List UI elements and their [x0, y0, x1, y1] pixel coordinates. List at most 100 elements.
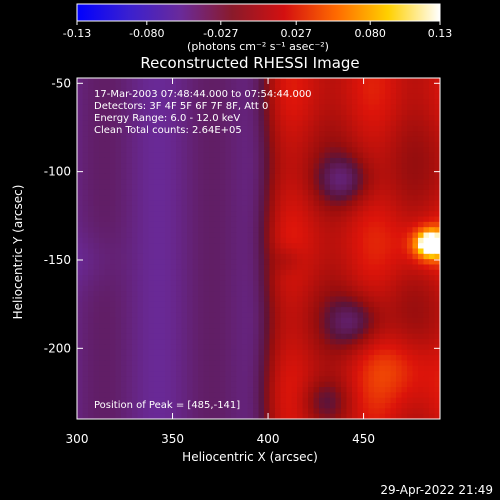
heatmap-cell [209, 216, 216, 223]
heatmap-cell [434, 141, 440, 148]
heatmap-cell [187, 211, 194, 218]
heatmap-cell [291, 152, 298, 159]
heatmap-cell [132, 78, 139, 84]
heatmap-cell [341, 200, 348, 207]
heatmap-cell [357, 339, 364, 346]
heatmap-cell [198, 200, 205, 207]
heatmap-cell [231, 387, 238, 393]
heatmap-cell [280, 99, 287, 106]
heatmap-cell [330, 248, 337, 255]
heatmap-cell [407, 221, 414, 228]
heatmap-cell [143, 141, 150, 148]
heatmap-cell [363, 189, 370, 196]
heatmap-cell [143, 131, 150, 138]
heatmap-cell [165, 365, 172, 372]
heatmap-cell [225, 237, 232, 244]
heatmap-cell [132, 296, 139, 303]
heatmap-cell [357, 163, 364, 170]
heatmap-cell [418, 280, 425, 287]
heatmap-cell [176, 104, 183, 111]
heatmap-cell [374, 152, 381, 159]
heatmap-cell [291, 168, 298, 175]
heatmap-cell [429, 136, 436, 143]
heatmap-cell [335, 285, 342, 292]
heatmap-cell [280, 355, 287, 361]
heatmap-cell [115, 173, 122, 180]
heatmap-cell [418, 141, 425, 148]
heatmap-cell [264, 141, 271, 148]
heatmap-cell [214, 360, 221, 367]
heatmap-cell [143, 253, 150, 260]
heatmap-cell [324, 200, 331, 207]
heatmap-cell [423, 221, 430, 228]
heatmap-cell [148, 104, 155, 111]
heatmap-cell [181, 264, 188, 271]
heatmap-cell [115, 99, 122, 106]
heatmap-cell [379, 200, 386, 207]
heatmap-cell [390, 344, 397, 351]
heatmap-cell [258, 248, 265, 255]
heatmap-cell [352, 392, 359, 399]
heatmap-cell [374, 408, 381, 415]
heatmap-cell [203, 216, 210, 223]
heatmap-cell [346, 360, 353, 367]
heatmap-cell [209, 349, 216, 356]
heatmap-cell [396, 312, 403, 319]
heatmap-cell [357, 93, 364, 100]
heatmap-cell [159, 131, 166, 138]
heatmap-cell [368, 211, 375, 218]
heatmap-cell [368, 259, 375, 266]
heatmap-cell [412, 232, 419, 239]
heatmap-cell [159, 78, 166, 84]
heatmap-cell [176, 157, 183, 164]
heatmap-cell [104, 355, 111, 361]
heatmap-cell [187, 387, 194, 393]
heatmap-cell [291, 115, 298, 122]
heatmap-cell [121, 221, 128, 228]
heatmap-cell [423, 344, 430, 351]
heatmap-cell [407, 205, 414, 212]
heatmap-cell [82, 147, 89, 154]
heatmap-cell [132, 205, 139, 212]
heatmap-cell [88, 179, 95, 186]
heatmap-cell [77, 392, 84, 399]
heatmap-cell [170, 328, 177, 335]
heatmap-cell [148, 317, 155, 324]
heatmap-cell [110, 88, 117, 95]
heatmap-cell [104, 184, 111, 191]
heatmap-cell [225, 115, 232, 122]
heatmap-cell [132, 301, 139, 308]
heatmap-cell [231, 328, 238, 335]
heatmap-cell [126, 387, 133, 393]
heatmap-cell [429, 339, 436, 346]
heatmap-cell [297, 403, 304, 409]
heatmap-cell [258, 323, 265, 330]
heatmap-cell [148, 413, 155, 419]
heatmap-cell [313, 392, 320, 399]
heatmap-cell [137, 200, 144, 207]
heatmap-cell [203, 349, 210, 356]
heatmap-cell [192, 168, 199, 175]
heatmap-cell [313, 403, 320, 409]
heatmap-cell [352, 179, 359, 186]
heatmap-cell [231, 307, 238, 314]
heatmap-cell [423, 163, 430, 170]
heatmap-cell [170, 408, 177, 415]
heatmap-cell [341, 333, 348, 340]
heatmap-cell [203, 312, 210, 319]
heatmap-cell [121, 387, 128, 393]
heatmap-cell [132, 333, 139, 340]
heatmap-cell [176, 189, 183, 196]
heatmap-cell [88, 109, 95, 116]
heatmap-cell [220, 371, 227, 377]
heatmap-cell [324, 259, 331, 266]
heatmap-cell [253, 131, 260, 138]
heatmap-cell [220, 115, 227, 122]
annotation-energy: Energy Range: 6.0 - 12.0 keV [94, 113, 240, 124]
heatmap-cell [165, 275, 172, 282]
heatmap-cell [412, 301, 419, 308]
heatmap-cell [341, 136, 348, 143]
heatmap-cell [418, 360, 425, 367]
heatmap-cell [291, 147, 298, 154]
heatmap-cell [176, 243, 183, 250]
